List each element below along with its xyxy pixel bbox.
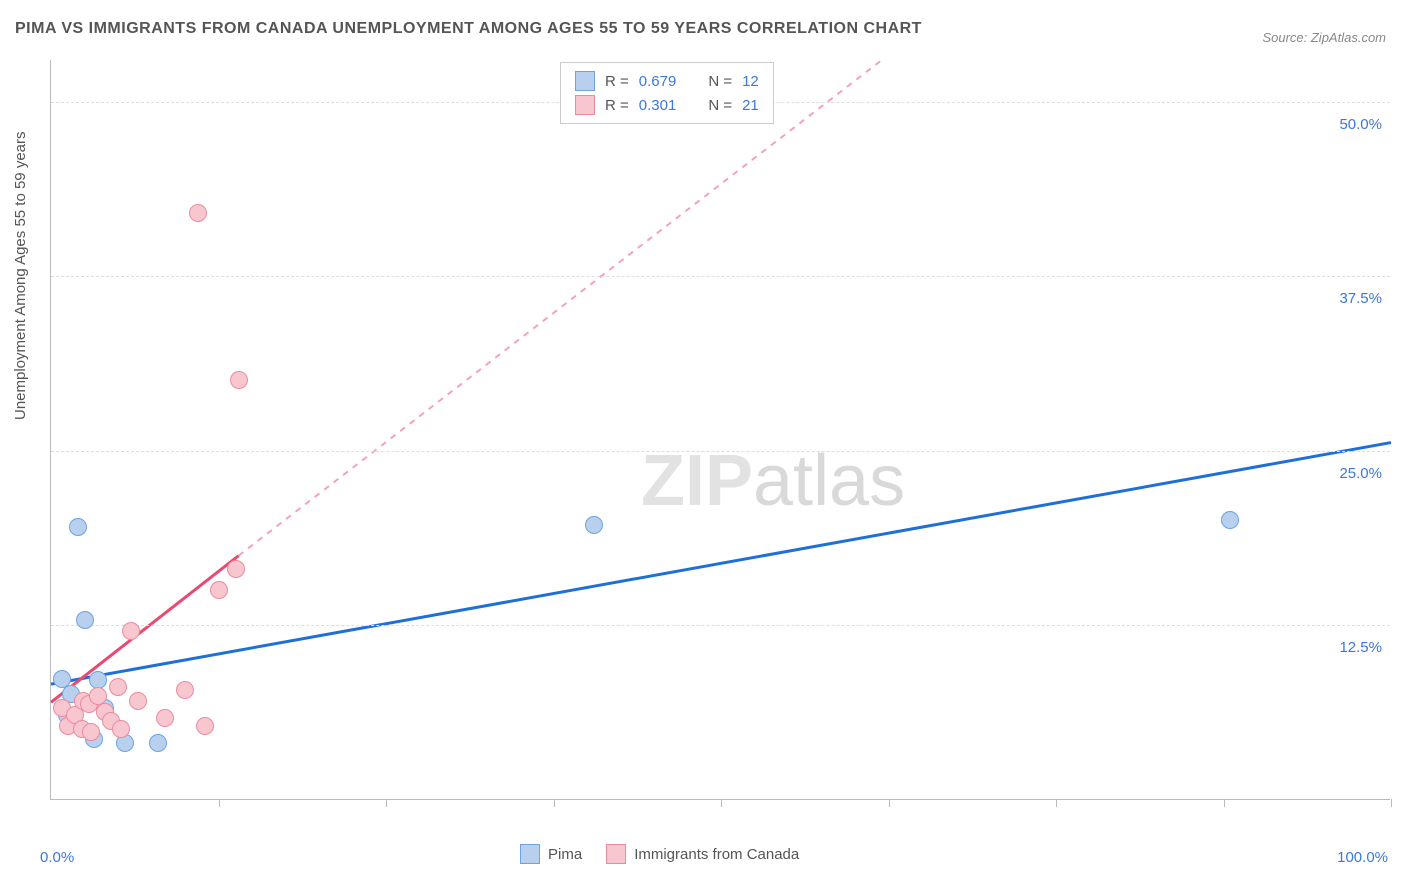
legend-row: R = 0.679 N = 12 — [575, 69, 759, 93]
x-tick — [1391, 799, 1392, 807]
r-value: 0.679 — [639, 73, 677, 90]
trend-lines — [51, 60, 1391, 800]
x-tick — [721, 799, 722, 807]
data-point — [1221, 511, 1239, 529]
y-tick-label: 12.5% — [1339, 639, 1382, 656]
legend-swatch — [575, 95, 595, 115]
data-point — [122, 622, 140, 640]
legend-label: Pima — [548, 846, 582, 863]
data-point — [89, 687, 107, 705]
n-label: N = — [708, 73, 732, 90]
data-point — [82, 723, 100, 741]
data-point — [129, 692, 147, 710]
x-tick — [889, 799, 890, 807]
chart-title: PIMA VS IMMIGRANTS FROM CANADA UNEMPLOYM… — [15, 20, 922, 38]
series-legend: Pima Immigrants from Canada — [520, 844, 799, 864]
gridline — [51, 276, 1390, 277]
x-tick — [1056, 799, 1057, 807]
correlation-legend: R = 0.679 N = 12 R = 0.301 N = 21 — [560, 62, 774, 124]
y-tick-label: 25.0% — [1339, 465, 1382, 482]
legend-item: Immigrants from Canada — [606, 844, 799, 864]
data-point — [227, 560, 245, 578]
legend-row: R = 0.301 N = 21 — [575, 93, 759, 117]
gridline — [51, 451, 1390, 452]
y-tick-label: 37.5% — [1339, 290, 1382, 307]
data-point — [196, 717, 214, 735]
x-axis-max: 100.0% — [1337, 849, 1388, 866]
data-point — [69, 518, 87, 536]
data-point — [210, 581, 228, 599]
source-credit: Source: ZipAtlas.com — [1262, 30, 1386, 45]
legend-swatch — [520, 844, 540, 864]
x-tick — [554, 799, 555, 807]
data-point — [176, 681, 194, 699]
x-tick — [219, 799, 220, 807]
data-point — [112, 720, 130, 738]
n-label: N = — [708, 97, 732, 114]
r-label: R = — [605, 97, 629, 114]
n-value: 12 — [742, 73, 759, 90]
data-point — [585, 516, 603, 534]
legend-swatch — [606, 844, 626, 864]
data-point — [109, 678, 127, 696]
data-point — [189, 204, 207, 222]
r-value: 0.301 — [639, 97, 677, 114]
plot-area: ZIPatlas 12.5%25.0%37.5%50.0% — [50, 60, 1390, 800]
n-value: 21 — [742, 97, 759, 114]
x-tick — [1224, 799, 1225, 807]
y-tick-label: 50.0% — [1339, 116, 1382, 133]
x-axis-min: 0.0% — [40, 849, 74, 866]
data-point — [76, 611, 94, 629]
data-point — [156, 709, 174, 727]
legend-label: Immigrants from Canada — [634, 846, 799, 863]
data-point — [149, 734, 167, 752]
gridline — [51, 625, 1390, 626]
y-axis-label: Unemployment Among Ages 55 to 59 years — [12, 131, 29, 420]
x-tick — [386, 799, 387, 807]
legend-swatch — [575, 71, 595, 91]
r-label: R = — [605, 73, 629, 90]
data-point — [230, 371, 248, 389]
legend-item: Pima — [520, 844, 582, 864]
